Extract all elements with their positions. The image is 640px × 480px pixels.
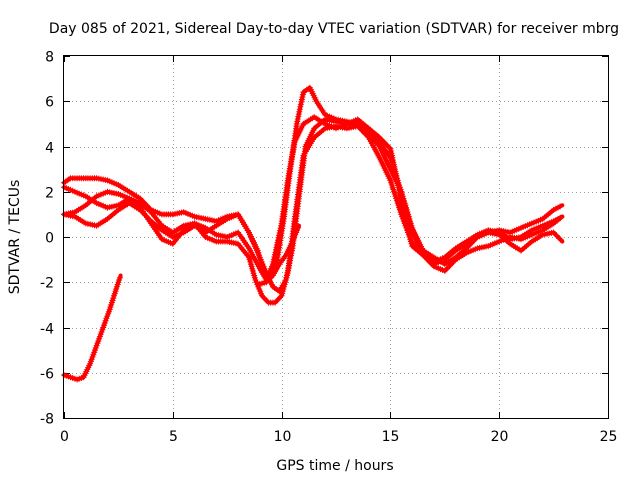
y-tick-label: 2: [45, 186, 54, 202]
x-tick-label: 10: [274, 429, 292, 445]
x-tick-label: 0: [60, 429, 69, 445]
x-axis-label: GPS time / hours: [276, 458, 393, 474]
x-tick-label: 20: [491, 429, 509, 445]
y-axis-label: SDTVAR / TECUs: [7, 180, 23, 295]
y-tick-label: -4: [40, 322, 54, 338]
x-tick-label: 25: [600, 429, 618, 445]
y-tick-label: -2: [40, 276, 54, 292]
series-markers: [254, 224, 302, 288]
y-tick-label: 8: [45, 50, 54, 66]
grid-lines: [64, 56, 608, 418]
y-tick-label: -6: [40, 367, 54, 383]
y-tick-label: 6: [45, 95, 54, 111]
x-tick-label: 5: [169, 429, 178, 445]
y-tick-label: 4: [45, 141, 54, 157]
chart-title: Day 085 of 2021, Sidereal Day-to-day VTE…: [49, 21, 619, 37]
x-tick-label: 15: [382, 429, 400, 445]
series-f: [254, 223, 302, 288]
plot-frame: [63, 55, 609, 419]
tick-labels: -8 -6 -4 -2 0 2 4 6 8 0 5 10 15 20 25: [40, 50, 617, 446]
data-series: [61, 84, 565, 383]
y-tick-label: -8: [40, 412, 54, 428]
y-tick-label: 0: [45, 231, 54, 247]
